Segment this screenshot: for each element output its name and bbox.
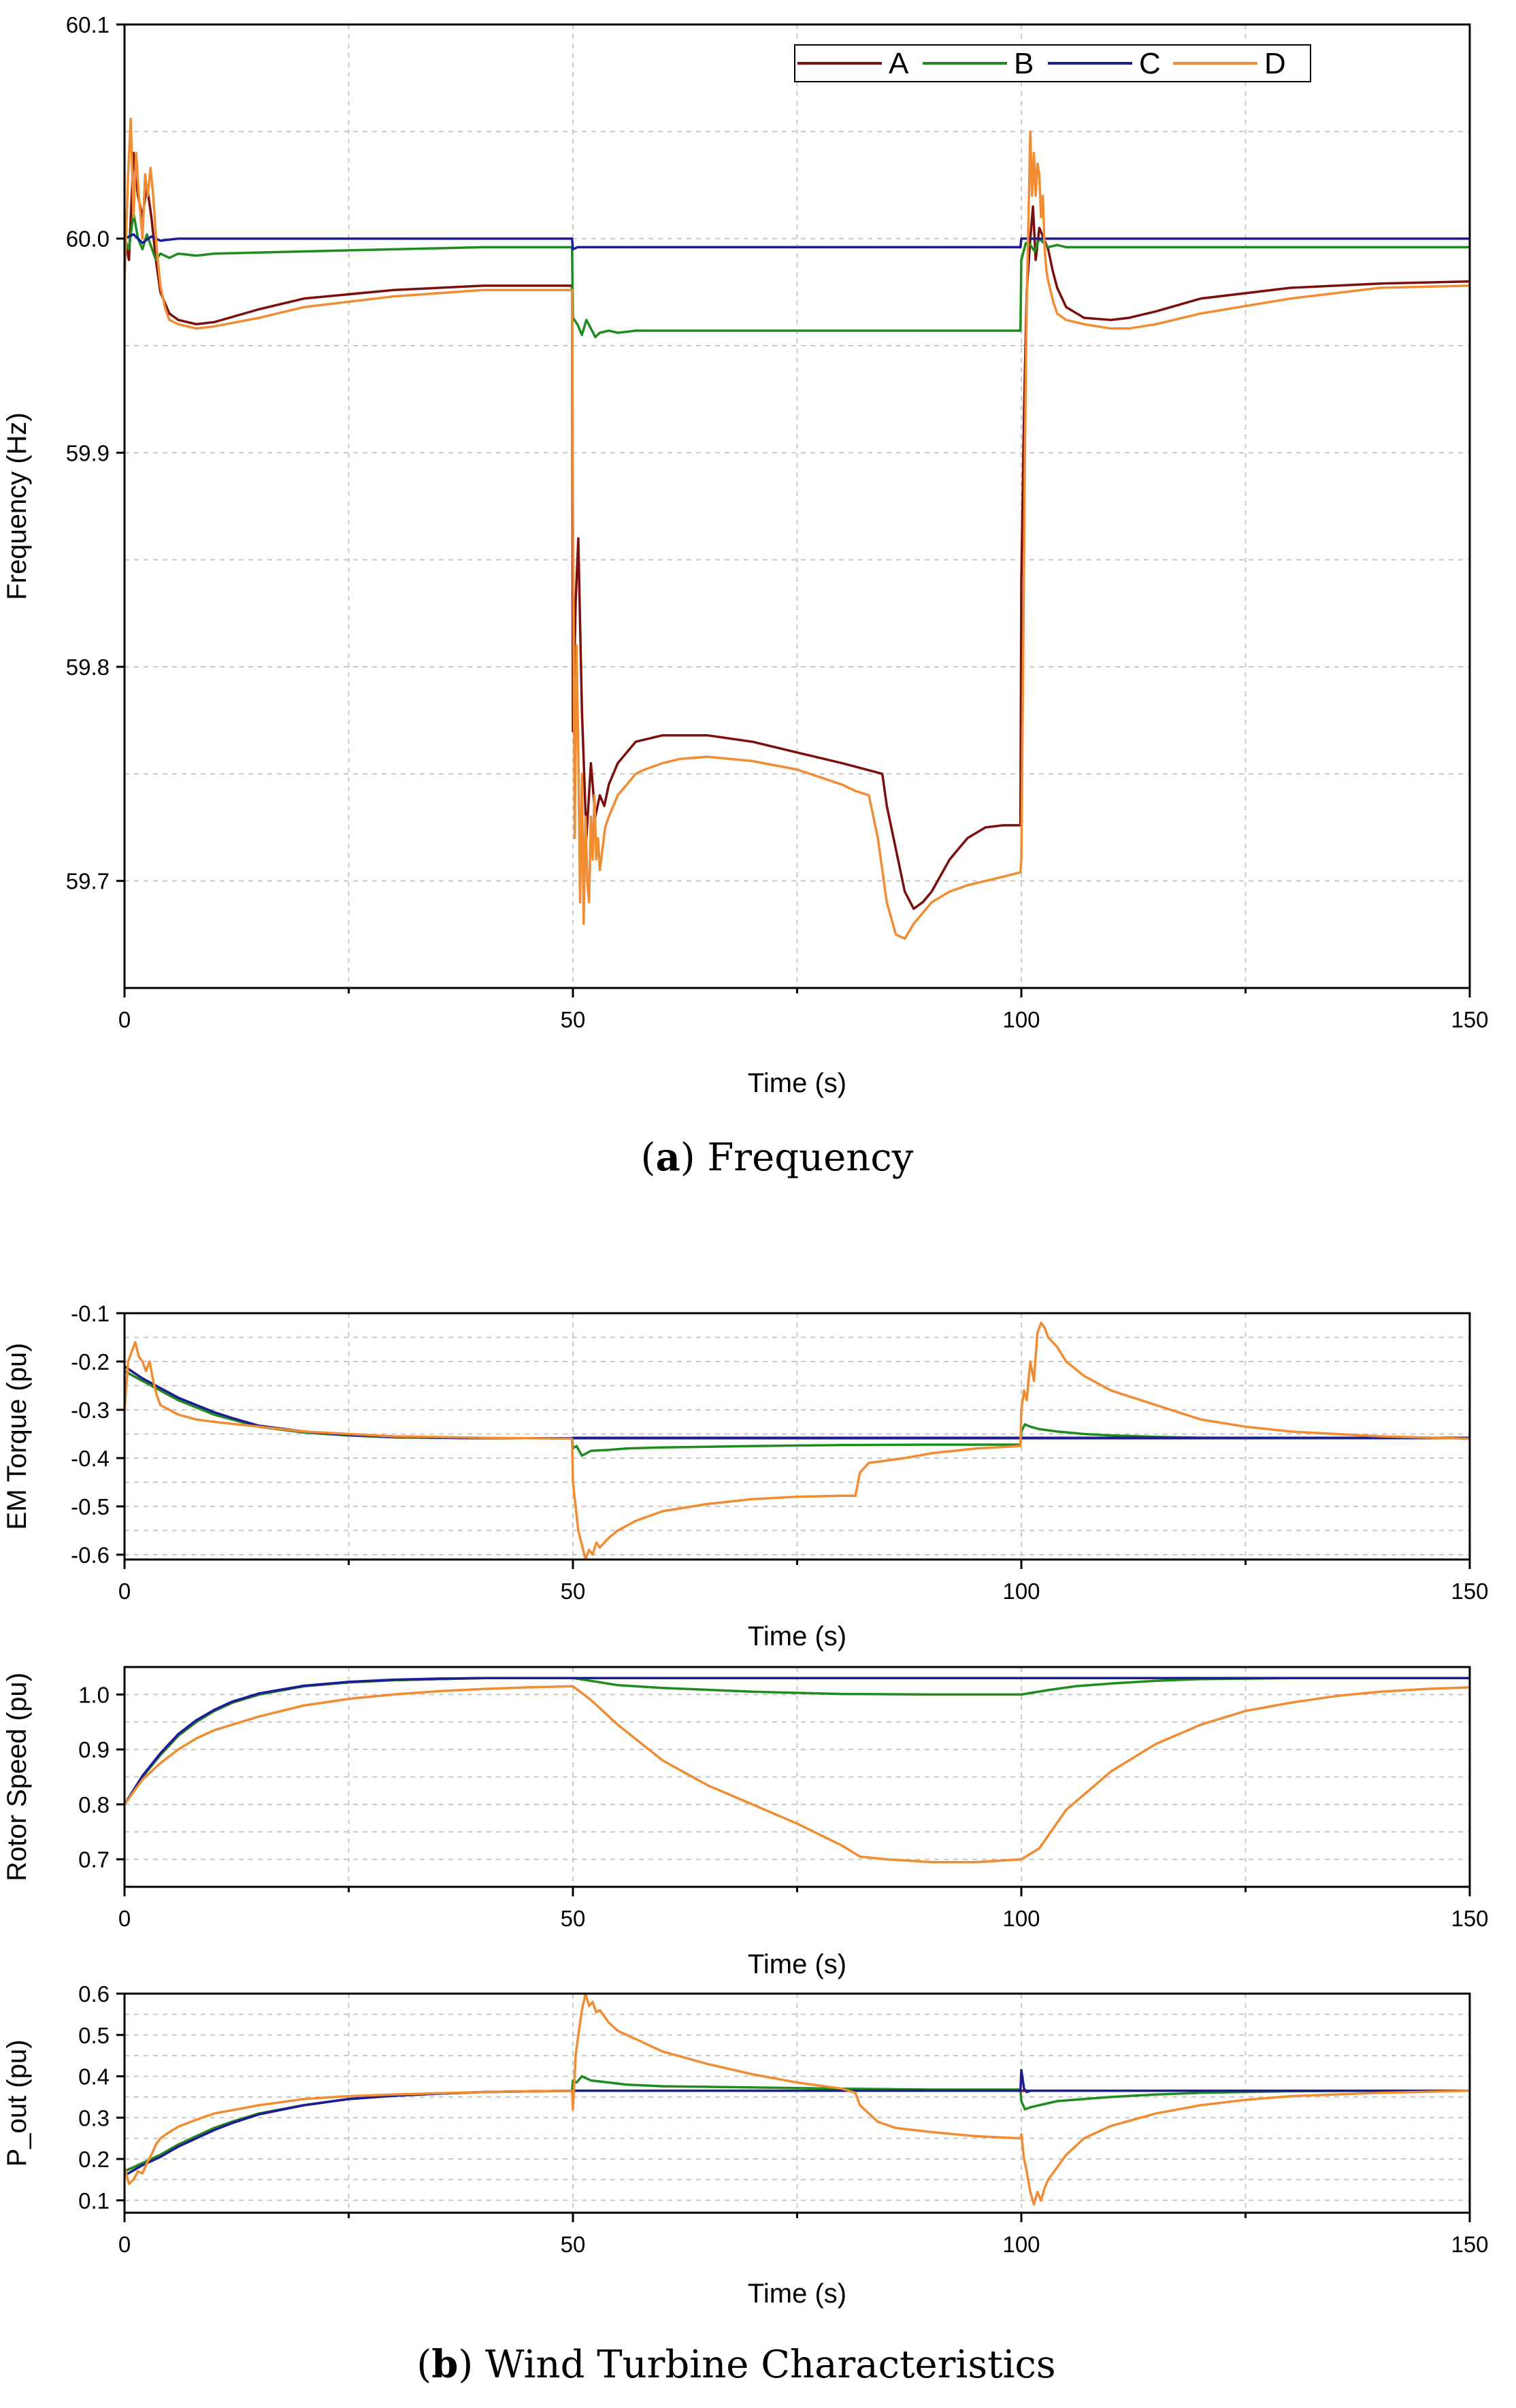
power-ytick-label: 0.3 [78,2105,110,2130]
torque-series-group [125,1321,1470,1560]
freq-panel: 0 50 100 150 59.7 59.8 59.9 60.0 60.1 Time (s) Fre… [2,12,1489,1098]
freq-ytick-label: 60.0 [66,227,110,252]
speed-y-axis-label: Rotor Speed (pu) [2,1672,32,1881]
torque-ytick-label: -0.3 [71,1398,110,1423]
torque-xtick-label: 50 [561,1579,586,1604]
legend-label-D: D [1264,47,1286,80]
caption-a-label: a [656,1135,680,1180]
power-ytick-label: 0.2 [78,2147,110,2172]
torque-plot-frame [123,1312,1471,1561]
speed-x-axis-label: Time (s) [748,1949,846,1979]
freq-ytick-label: 59.9 [66,440,110,465]
torque-xtick-label: 150 [1451,1579,1488,1604]
power-ytick-label: 0.4 [78,2064,110,2090]
legend: A B C D [794,44,1311,82]
speed-ytick-label: 1.0 [78,1682,110,1707]
freq-y-axis-label: Frequency (Hz) [2,412,32,600]
speed-ytick-label: 0.8 [78,1792,110,1817]
torque-ytick-label: -0.4 [71,1446,110,1471]
power-series-group [125,1994,1470,2206]
torque-series-B [125,1370,1470,1457]
freq-series-A [125,152,1470,910]
torque-ytick-label: -0.1 [71,1301,110,1326]
power-series-C [125,2068,1470,2177]
freq-xtick-label: 50 [561,1007,586,1032]
freq-ytick-label: 60.1 [66,12,110,37]
caption-b-text: Wind Turbine Characteristics [485,2343,1056,2387]
power-xtick-label: 150 [1451,2232,1488,2257]
torque-ytick-label: -0.5 [71,1494,110,1519]
speed-xtick-label: 150 [1451,1906,1488,1931]
power-xtick-label: 0 [118,2232,131,2257]
speed-panel: 0 50 100 150 0.7 0.8 0.9 1.0 Time (s) Rotor Speed… [2,1666,1489,1979]
freq-series-D [125,117,1470,940]
torque-ytick-label: -0.2 [71,1349,110,1374]
caption-b: (b) Wind Turbine Characteristics [416,2342,1055,2387]
speed-series-C [125,1677,1470,1806]
legend-label-B: B [1014,47,1034,80]
torque-series-D [125,1321,1470,1560]
torque-ytick-label: -0.6 [71,1543,110,1568]
caption-b-label: b [431,2342,458,2387]
speed-series-D [125,1685,1470,1864]
speed-xtick-label: 50 [561,1906,586,1931]
freq-series-group [125,117,1470,940]
power-xtick-label: 100 [1002,2232,1040,2257]
power-panel: 0 50 100 150 0.1 0.2 0.3 0.4 0.5 0.6 Time (s) P_out… [2,1981,1489,2309]
speed-xtick-label: 100 [1002,1906,1040,1931]
torque-xtick-label: 100 [1002,1579,1040,1604]
freq-xtick-label: 150 [1451,1007,1488,1032]
torque-xtick-label: 0 [118,1579,131,1604]
caption-a: (a) Frequency [641,1135,914,1180]
power-ytick-label: 0.5 [78,2023,110,2048]
power-y-axis-label: P_out (pu) [2,2040,32,2167]
freq-series-C [125,233,1470,251]
legend-label-A: A [889,47,909,80]
freq-xtick-label: 100 [1002,1007,1040,1032]
speed-series-group [125,1677,1470,1864]
freq-ytick-label: 59.7 [66,869,110,894]
speed-xtick-label: 0 [118,1906,131,1931]
freq-ytick-label: 59.8 [66,655,110,680]
power-series-D [125,1994,1470,2206]
torque-y-axis-label: EM Torque (pu) [2,1343,32,1530]
legend-label-C: C [1139,47,1161,80]
power-x-axis-label: Time (s) [748,2279,846,2309]
power-ytick-label: 0.6 [78,1981,110,2007]
caption-a-text: Frequency [707,1136,913,1180]
power-xtick-label: 50 [561,2232,586,2257]
freq-x-axis-label: Time (s) [748,1068,846,1098]
speed-ytick-label: 0.9 [78,1737,110,1762]
torque-x-axis-label: Time (s) [748,1621,846,1651]
freq-xtick-label: 0 [118,1007,131,1032]
speed-ytick-label: 0.7 [78,1847,110,1873]
power-ytick-label: 0.1 [78,2188,110,2213]
torque-panel: 0 50 100 150 -0.6 -0.5 -0.4 -0.3 -0.2 -0.1 Time (s… [2,1301,1489,1651]
